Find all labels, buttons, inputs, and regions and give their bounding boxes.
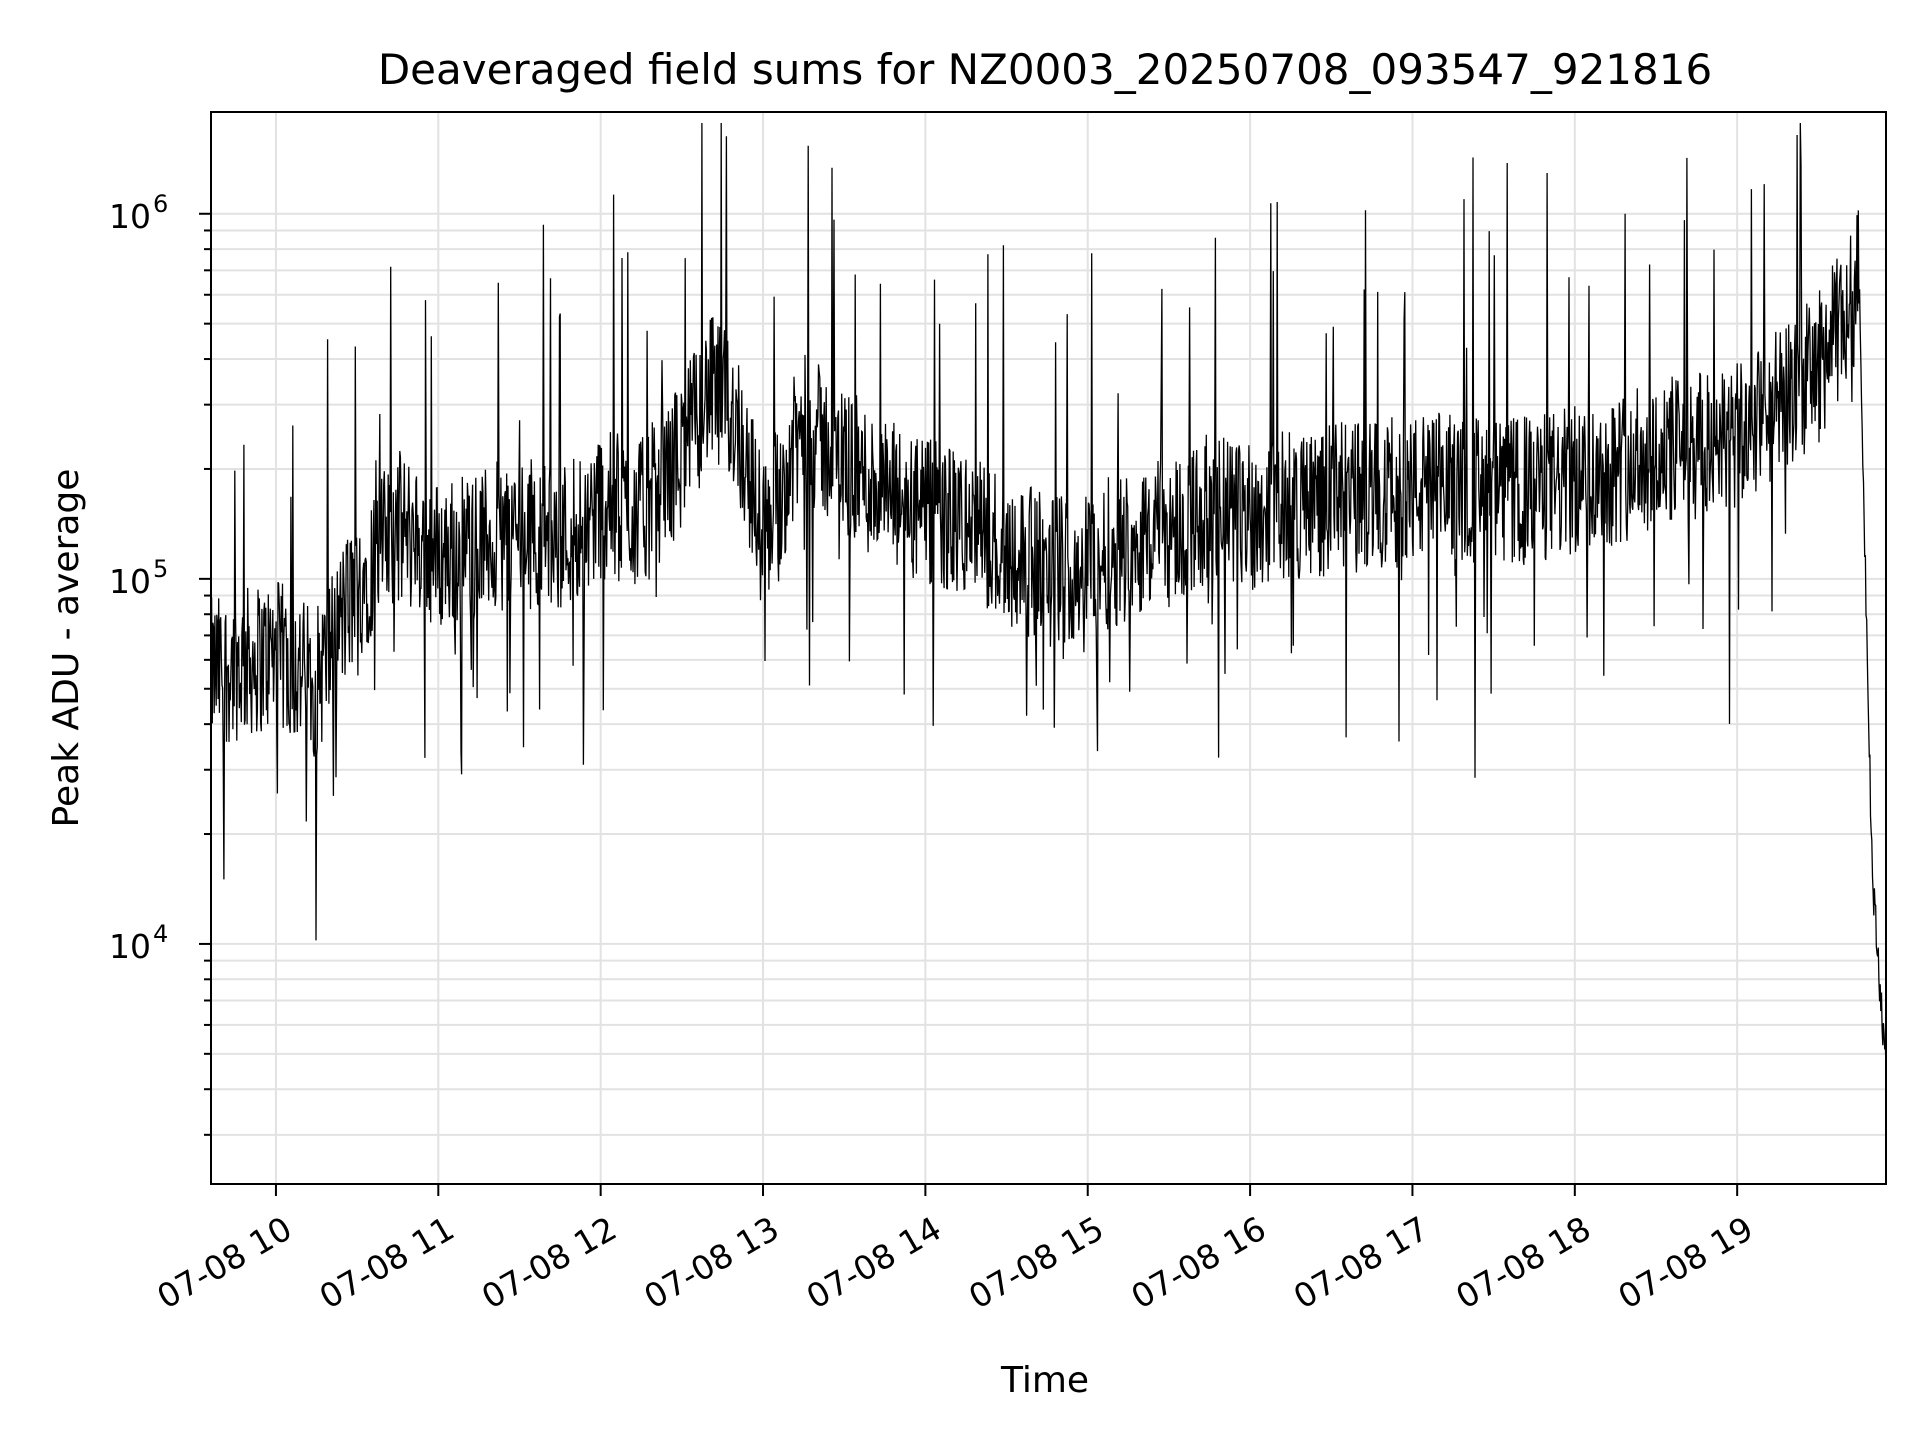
x-tick-label: 07-08 15 [962,1209,1110,1317]
series-line [210,122,1887,1072]
y-tick-label: 10 [109,562,151,601]
x-tick-label: 07-08 19 [1612,1209,1760,1317]
x-tick-label: 07-08 16 [1124,1209,1272,1317]
y-tick-label: 10 [109,927,151,966]
x-tick-label: 07-08 18 [1449,1209,1597,1317]
y-tick-exponent: 6 [153,190,168,218]
y-tick-exponent: 5 [153,555,168,583]
x-tick-label: 07-08 14 [800,1209,948,1317]
x-tick-label: 07-08 12 [475,1209,623,1317]
y-tick-exponent: 4 [153,920,168,948]
y-axis-label: Peak ADU - average [46,469,87,828]
grid [211,112,1886,1184]
y-tick-label: 10 [109,197,151,236]
series-layer [210,122,1887,1072]
x-tick-label: 07-08 11 [313,1209,461,1317]
x-axis-label: Time [1000,1360,1089,1401]
chart-title: Deaveraged field sums for NZ0003_2025070… [378,45,1712,94]
x-tick-label: 07-08 10 [150,1209,298,1317]
x-tick-label: 07-08 17 [1287,1209,1435,1317]
plot-frame [210,111,1887,1185]
x-tick-label: 07-08 13 [637,1209,785,1317]
